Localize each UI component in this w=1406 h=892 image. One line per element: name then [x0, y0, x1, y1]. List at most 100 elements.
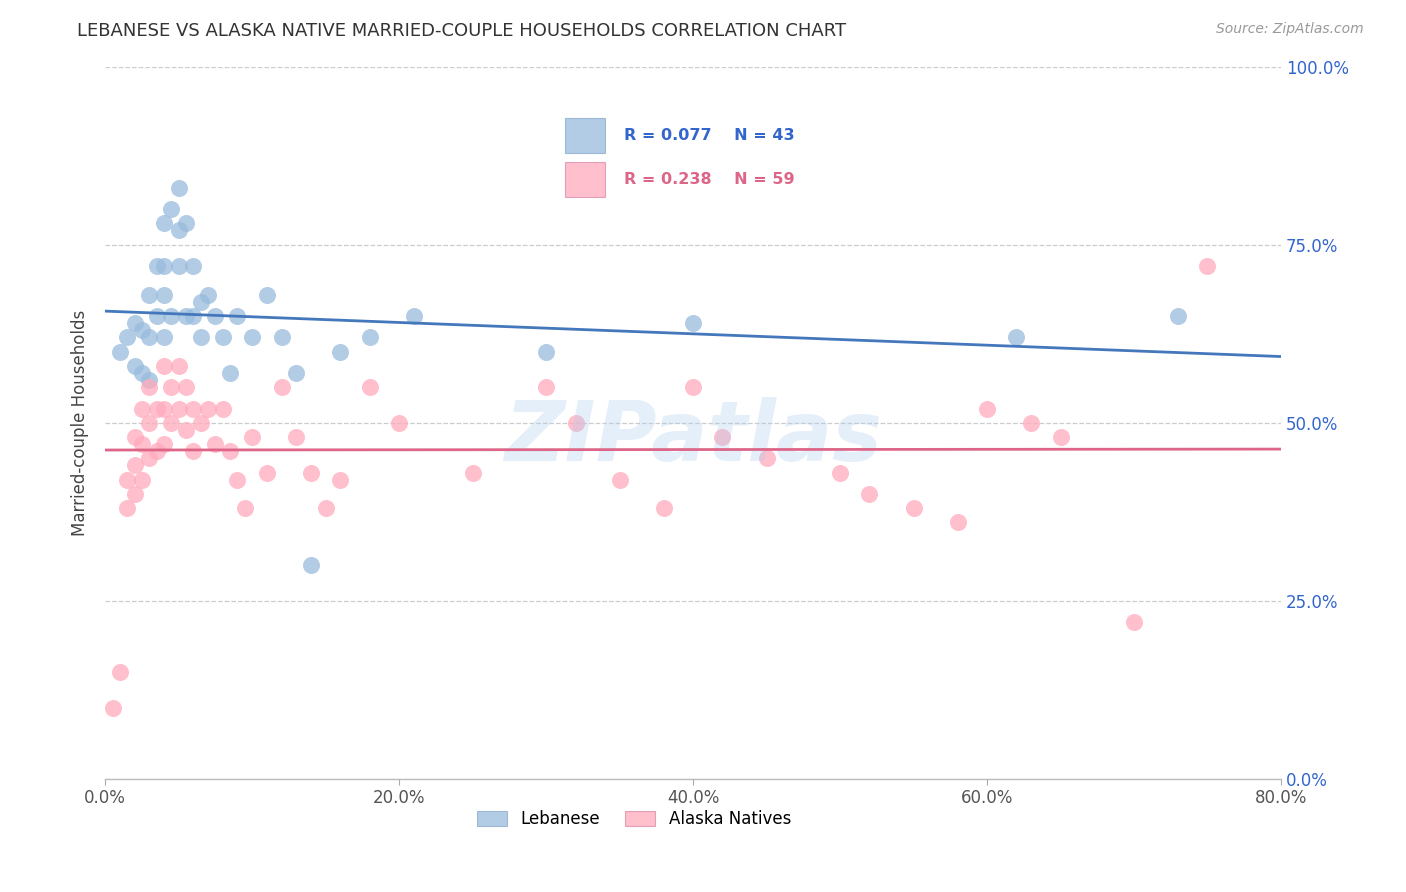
Point: [108, 344, 131, 359]
Point: [711, 430, 734, 444]
Point: [117, 473, 139, 487]
Point: [211, 401, 233, 416]
Point: [153, 437, 176, 451]
Point: [167, 223, 190, 237]
Point: [174, 216, 197, 230]
Point: [138, 373, 160, 387]
Point: [534, 344, 557, 359]
Point: [160, 416, 183, 430]
Point: [117, 501, 139, 516]
Point: [219, 366, 242, 380]
Point: [828, 466, 851, 480]
Y-axis label: Married-couple Households: Married-couple Households: [72, 310, 89, 536]
Point: [329, 473, 352, 487]
Point: [652, 501, 675, 516]
Point: [145, 309, 167, 323]
Point: [153, 359, 176, 373]
Text: ZIPatlas: ZIPatlas: [505, 397, 882, 477]
Point: [190, 330, 212, 344]
Point: [153, 259, 176, 273]
Point: [226, 309, 249, 323]
Point: [124, 487, 146, 501]
Point: [138, 380, 160, 394]
Point: [124, 458, 146, 473]
Point: [285, 366, 308, 380]
Point: [167, 180, 190, 194]
Point: [138, 451, 160, 466]
Point: [1197, 259, 1219, 273]
Point: [359, 380, 381, 394]
Point: [402, 309, 425, 323]
Point: [108, 665, 131, 679]
Point: [204, 309, 226, 323]
Point: [256, 287, 278, 301]
Point: [233, 501, 256, 516]
Point: [124, 430, 146, 444]
Point: [160, 309, 183, 323]
Point: [204, 437, 226, 451]
Text: Source: ZipAtlas.com: Source: ZipAtlas.com: [1216, 22, 1364, 37]
Point: [145, 401, 167, 416]
Point: [1123, 615, 1146, 630]
Point: [682, 380, 704, 394]
Point: [174, 380, 197, 394]
Point: [299, 466, 322, 480]
Point: [270, 330, 292, 344]
Point: [160, 380, 183, 394]
Legend: Lebanese, Alaska Natives: Lebanese, Alaska Natives: [471, 804, 797, 835]
Point: [153, 287, 176, 301]
Point: [903, 501, 925, 516]
Point: [131, 323, 153, 337]
Point: [240, 330, 263, 344]
Point: [138, 416, 160, 430]
Point: [153, 216, 176, 230]
Point: [240, 430, 263, 444]
Point: [174, 423, 197, 437]
Point: [153, 330, 176, 344]
Point: [138, 287, 160, 301]
Point: [946, 516, 969, 530]
Point: [131, 437, 153, 451]
Point: [197, 401, 219, 416]
Point: [226, 473, 249, 487]
Point: [256, 466, 278, 480]
Point: [145, 259, 167, 273]
Point: [1019, 416, 1042, 430]
Point: [183, 309, 205, 323]
Point: [124, 316, 146, 330]
Point: [329, 344, 352, 359]
Point: [174, 309, 197, 323]
Point: [124, 359, 146, 373]
Point: [359, 330, 381, 344]
Point: [160, 202, 183, 216]
Point: [858, 487, 880, 501]
Point: [461, 466, 484, 480]
Text: LEBANESE VS ALASKA NATIVE MARRIED-COUPLE HOUSEHOLDS CORRELATION CHART: LEBANESE VS ALASKA NATIVE MARRIED-COUPLE…: [77, 22, 846, 40]
Point: [299, 558, 322, 573]
Point: [117, 330, 139, 344]
Point: [183, 401, 205, 416]
Point: [138, 330, 160, 344]
Point: [285, 430, 308, 444]
Point: [131, 473, 153, 487]
Point: [211, 330, 233, 344]
Point: [101, 700, 124, 714]
Point: [219, 444, 242, 458]
Point: [1167, 309, 1189, 323]
Point: [131, 366, 153, 380]
Point: [976, 401, 998, 416]
Point: [682, 316, 704, 330]
Point: [197, 287, 219, 301]
Point: [534, 380, 557, 394]
Point: [1049, 430, 1071, 444]
Point: [167, 359, 190, 373]
Point: [167, 259, 190, 273]
Point: [755, 451, 778, 466]
Point: [167, 401, 190, 416]
Point: [564, 416, 586, 430]
Point: [1005, 330, 1028, 344]
Point: [190, 294, 212, 309]
Point: [315, 501, 337, 516]
Point: [190, 416, 212, 430]
Point: [388, 416, 411, 430]
